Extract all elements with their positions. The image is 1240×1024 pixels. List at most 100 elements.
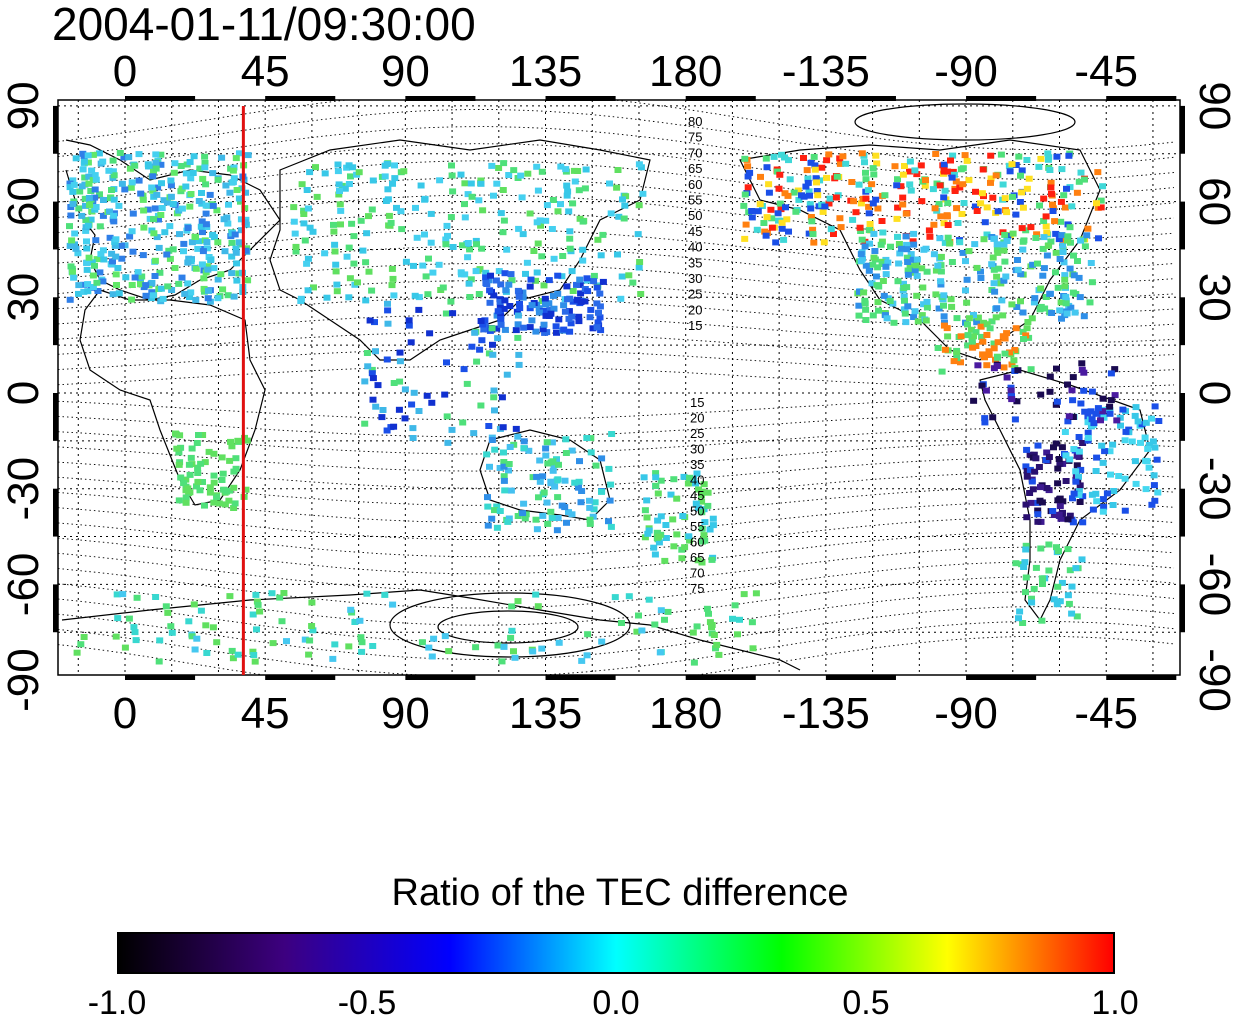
tec-data-point (186, 159, 194, 165)
tec-data-point (210, 450, 218, 457)
tec-data-point (182, 170, 190, 177)
tec-data-point (1087, 260, 1095, 266)
tec-data-point (468, 343, 476, 350)
tec-data-point (744, 173, 752, 180)
tec-data-point (1001, 350, 1009, 357)
tec-data-point (991, 288, 999, 295)
tec-data-point (158, 205, 166, 211)
tec-data-point (1051, 218, 1059, 225)
contour-label: 20 (690, 411, 704, 426)
tec-data-point (168, 629, 176, 636)
tec-data-point (197, 460, 205, 467)
tec-data-point (980, 319, 988, 326)
tec-data-point (204, 266, 212, 273)
tec-data-point (806, 201, 814, 208)
tec-data-point (770, 153, 778, 160)
tec-data-point (508, 277, 516, 284)
tec-data-point (142, 282, 150, 289)
tec-data-point (811, 162, 819, 169)
tec-data-point (1076, 482, 1084, 489)
tec-data-point (1078, 360, 1086, 367)
tec-data-point (706, 619, 714, 626)
tec-data-point (517, 172, 525, 179)
tec-data-point (1119, 406, 1127, 413)
tec-data-point (689, 629, 697, 636)
tec-data-point (500, 459, 508, 465)
tec-data-point (583, 435, 591, 441)
tec-data-point (994, 354, 1001, 361)
tec-data-point (1000, 364, 1008, 371)
tec-data-point (175, 207, 183, 214)
tec-data-point (365, 213, 372, 220)
tec-data-point (906, 168, 913, 175)
tec-data-point (654, 517, 662, 524)
tec-data-point (410, 389, 418, 396)
tec-data-point (923, 268, 931, 275)
tec-data-point (586, 314, 594, 321)
tec-data-point (965, 177, 973, 184)
tec-data-point (940, 292, 948, 299)
tec-data-point (231, 231, 239, 238)
contour-label: 40 (688, 240, 702, 255)
contour-label: 35 (688, 255, 702, 270)
tec-data-point (206, 298, 214, 305)
tec-data-point (906, 158, 914, 165)
tec-data-point (354, 279, 361, 286)
tec-data-point (690, 659, 698, 666)
tec-data-point (321, 170, 329, 177)
tec-data-point (641, 507, 649, 514)
tec-data-point (1043, 449, 1051, 456)
tec-data-point (910, 314, 918, 320)
tec-data-point (736, 616, 743, 623)
tec-data-point (200, 275, 208, 282)
tec-data-point (221, 248, 229, 255)
lon-tick-label: 90 (381, 689, 430, 738)
tec-data-point (167, 193, 175, 200)
tec-data-point (457, 269, 465, 276)
tec-data-point (180, 240, 188, 247)
tec-data-point (922, 245, 930, 252)
tec-data-point (536, 478, 544, 485)
tec-data-point (533, 163, 541, 170)
tec-data-point (940, 313, 948, 320)
tec-data-point (811, 166, 819, 173)
tec-data-point (66, 180, 74, 187)
tec-data-point (701, 519, 709, 526)
tec-data-point (855, 302, 863, 309)
tec-data-point (698, 538, 706, 545)
tec-data-point (842, 160, 850, 167)
tec-data-point (200, 285, 208, 292)
tec-data-point (912, 262, 920, 269)
tec-data-point (760, 220, 768, 226)
tec-data-point (396, 378, 404, 385)
tec-data-point (519, 510, 527, 517)
tec-data-point (345, 294, 353, 301)
tec-data-point (1043, 252, 1051, 259)
tec-data-point (731, 602, 739, 609)
tec-data-point (512, 327, 520, 334)
tec-data-point (971, 203, 979, 210)
tec-data-point (214, 239, 222, 246)
tec-data-point (1092, 410, 1100, 417)
tec-data-point (493, 524, 501, 531)
tec-data-point (175, 461, 183, 468)
tec-data-point (442, 310, 450, 317)
tec-data-point (88, 167, 96, 174)
tec-data-point (463, 380, 471, 387)
tec-data-point (852, 209, 860, 216)
tec-data-point (729, 615, 736, 622)
tec-data-point (1029, 486, 1037, 493)
tec-data-point (447, 214, 455, 221)
tec-data-point (1024, 319, 1032, 325)
tec-data-point (652, 474, 660, 481)
tec-data-point (896, 250, 904, 257)
tec-data-point (862, 306, 870, 313)
tec-data-point (857, 228, 865, 234)
tec-data-point (401, 415, 409, 422)
tec-data-point (866, 221, 874, 227)
tec-data-point (1109, 502, 1117, 508)
tec-data-point (486, 463, 493, 470)
tec-data-point (1038, 499, 1046, 506)
tec-data-point (869, 312, 877, 319)
